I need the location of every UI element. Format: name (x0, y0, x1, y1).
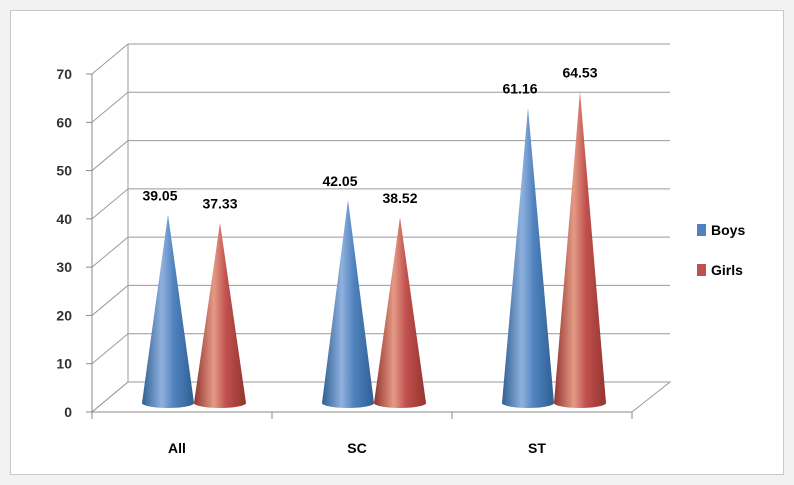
cone-girls-st: 64.53 (554, 64, 606, 408)
y-tick-label: 0 (64, 404, 72, 420)
cone-boys-st: 61.16 (502, 81, 554, 408)
x-tick-label: All (168, 440, 186, 456)
data-label: 38.52 (382, 190, 417, 206)
legend-label-boys: Boys (711, 222, 745, 238)
y-tick-label: 70 (56, 66, 72, 82)
y-tick-label: 60 (56, 114, 72, 130)
gridline-side (91, 236, 129, 268)
gridline-side (91, 140, 129, 171)
y-tick-label: 30 (56, 259, 72, 275)
gridline-side (91, 333, 129, 365)
data-label: 61.16 (502, 81, 537, 97)
legend: Boys Girls (697, 222, 745, 278)
cone-body (374, 217, 426, 408)
y-tick-label: 50 (56, 163, 72, 179)
data-label: 39.05 (142, 187, 177, 203)
x-tick-label: SC (347, 440, 366, 456)
gridline-side (91, 43, 129, 75)
legend-swatch-boys (697, 224, 706, 236)
y-tick-label: 10 (56, 356, 72, 372)
cone-body (554, 91, 606, 408)
x-tick-label: ST (528, 440, 546, 456)
legend-label-girls: Girls (711, 262, 743, 278)
cone-body (142, 214, 194, 408)
cone-boys-sc: 42.05 (322, 173, 374, 408)
cone-body (502, 107, 554, 408)
legend-swatch-girls (697, 264, 706, 276)
y-tick-label: 40 (56, 211, 72, 227)
gridline-side (91, 91, 129, 123)
cone-girls-sc: 38.52 (374, 190, 426, 408)
gridline-side (91, 188, 129, 220)
y-tick-label: 20 (56, 307, 72, 323)
data-label: 37.33 (202, 196, 237, 212)
gridline-side (91, 285, 129, 316)
cone-body (194, 222, 246, 408)
cone-boys-all: 39.05 (142, 187, 194, 408)
cone-girls-all: 37.33 (194, 196, 246, 408)
cone-body (322, 199, 374, 408)
data-label: 64.53 (562, 64, 597, 80)
data-label: 42.05 (322, 173, 357, 189)
